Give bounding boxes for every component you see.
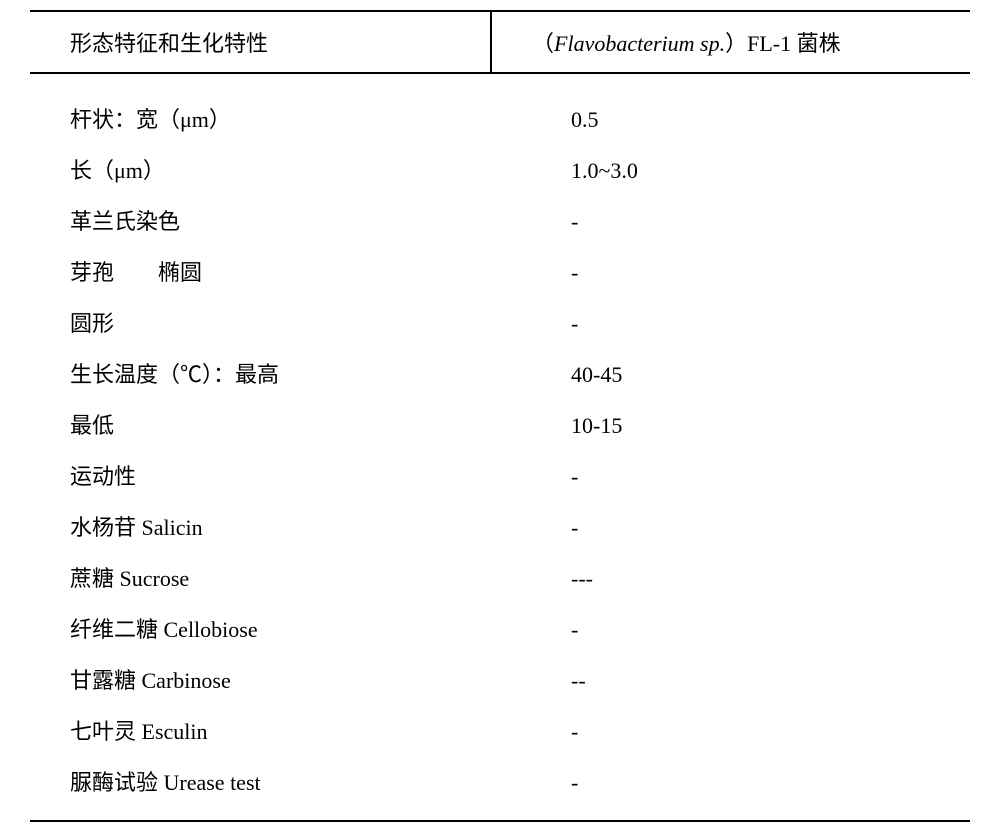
row-value: 0.5 [531,94,970,145]
header-right-italic: Flavobacterium sp. [554,31,725,56]
row-value: 1.0~3.0 [531,145,970,196]
row-label: 杆状：宽（μm） [70,94,491,145]
table-header-row: 形态特征和生化特性 （Flavobacterium sp.）FL-1 菌株 [30,11,970,73]
header-left: 形态特征和生化特性 [30,11,491,73]
row-value: - [531,451,970,502]
table-body-row: 杆状：宽（μm） 长（μm） 革兰氏染色 芽孢 椭圆 圆形 生长温度（℃）：最高… [30,73,970,821]
row-value: --- [531,553,970,604]
row-value: - [531,298,970,349]
characteristics-table: 形态特征和生化特性 （Flavobacterium sp.）FL-1 菌株 杆状… [30,10,970,822]
row-value: -- [531,655,970,706]
row-label: 甘露糖 Carbinose [70,655,491,706]
row-label: 最低 [70,400,491,451]
row-value: - [531,502,970,553]
header-right-suffix: ）FL-1 菌株 [725,31,841,56]
row-value: - [531,247,970,298]
row-value: - [531,604,970,655]
row-label: 革兰氏染色 [70,196,491,247]
row-label: 运动性 [70,451,491,502]
row-label: 脲酶试验 Urease test [70,757,491,808]
row-label: 蔗糖 Sucrose [70,553,491,604]
row-label: 生长温度（℃）：最高 [70,349,491,400]
header-right-prefix: （ [532,31,554,56]
row-value: 10-15 [531,400,970,451]
row-label: 七叶灵 Esculin [70,706,491,757]
header-right: （Flavobacterium sp.）FL-1 菌株 [491,11,970,73]
row-label: 水杨苷 Salicin [70,502,491,553]
row-label: 芽孢 椭圆 [70,247,491,298]
labels-column: 杆状：宽（μm） 长（μm） 革兰氏染色 芽孢 椭圆 圆形 生长温度（℃）：最高… [30,73,491,821]
row-label: 圆形 [70,298,491,349]
table: 形态特征和生化特性 （Flavobacterium sp.）FL-1 菌株 杆状… [30,10,970,822]
row-value: - [531,196,970,247]
row-value: - [531,757,970,808]
row-value: - [531,706,970,757]
row-value: 40-45 [531,349,970,400]
values-column: 0.5 1.0~3.0 - - - 40-45 10-15 - - --- - … [491,73,970,821]
row-label: 长（μm） [70,145,491,196]
row-label: 纤维二糖 Cellobiose [70,604,491,655]
